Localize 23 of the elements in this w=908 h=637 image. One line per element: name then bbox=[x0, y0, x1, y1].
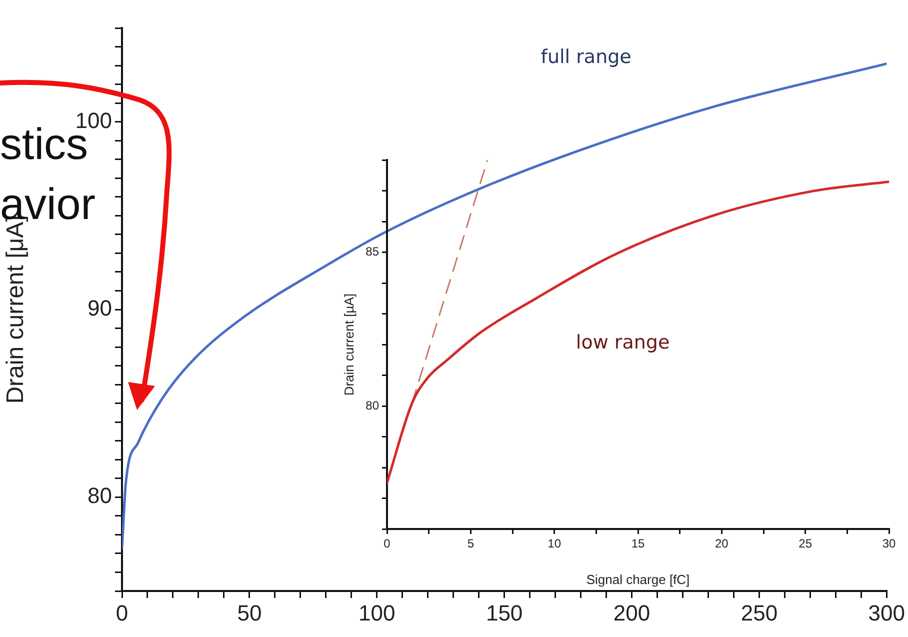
x-tick-label: 0 bbox=[116, 600, 128, 626]
x-axis-title: Signal charge [fC] bbox=[586, 572, 690, 587]
x-tick-label: 25 bbox=[798, 536, 812, 551]
y-tick-label: 100 bbox=[75, 108, 112, 133]
y-tick-label: 85 bbox=[366, 244, 380, 259]
x-tick-label: 150 bbox=[486, 600, 523, 626]
x-tick-label: 250 bbox=[740, 600, 778, 626]
x-tick-label: 50 bbox=[237, 600, 262, 626]
y-tick-label: 90 bbox=[88, 296, 112, 321]
line-series bbox=[387, 180, 889, 484]
x-tick-label: 20 bbox=[714, 536, 729, 551]
x-tick-label: 30 bbox=[882, 536, 896, 551]
text: low range bbox=[576, 331, 670, 354]
x-tick-label: 200 bbox=[613, 600, 650, 626]
y-tick-label: 80 bbox=[366, 398, 380, 412]
x-tick-label: 10 bbox=[548, 536, 562, 551]
y-axis-title: Drain current [µA] bbox=[341, 294, 356, 396]
x-tick-label: 300 bbox=[868, 600, 906, 626]
y-tick-label: 80 bbox=[88, 483, 112, 508]
x-tick-label: 15 bbox=[631, 536, 645, 551]
text: full range bbox=[540, 46, 632, 68]
x-tick-label: 5 bbox=[467, 536, 474, 551]
x-tick-label: 0 bbox=[384, 536, 391, 551]
